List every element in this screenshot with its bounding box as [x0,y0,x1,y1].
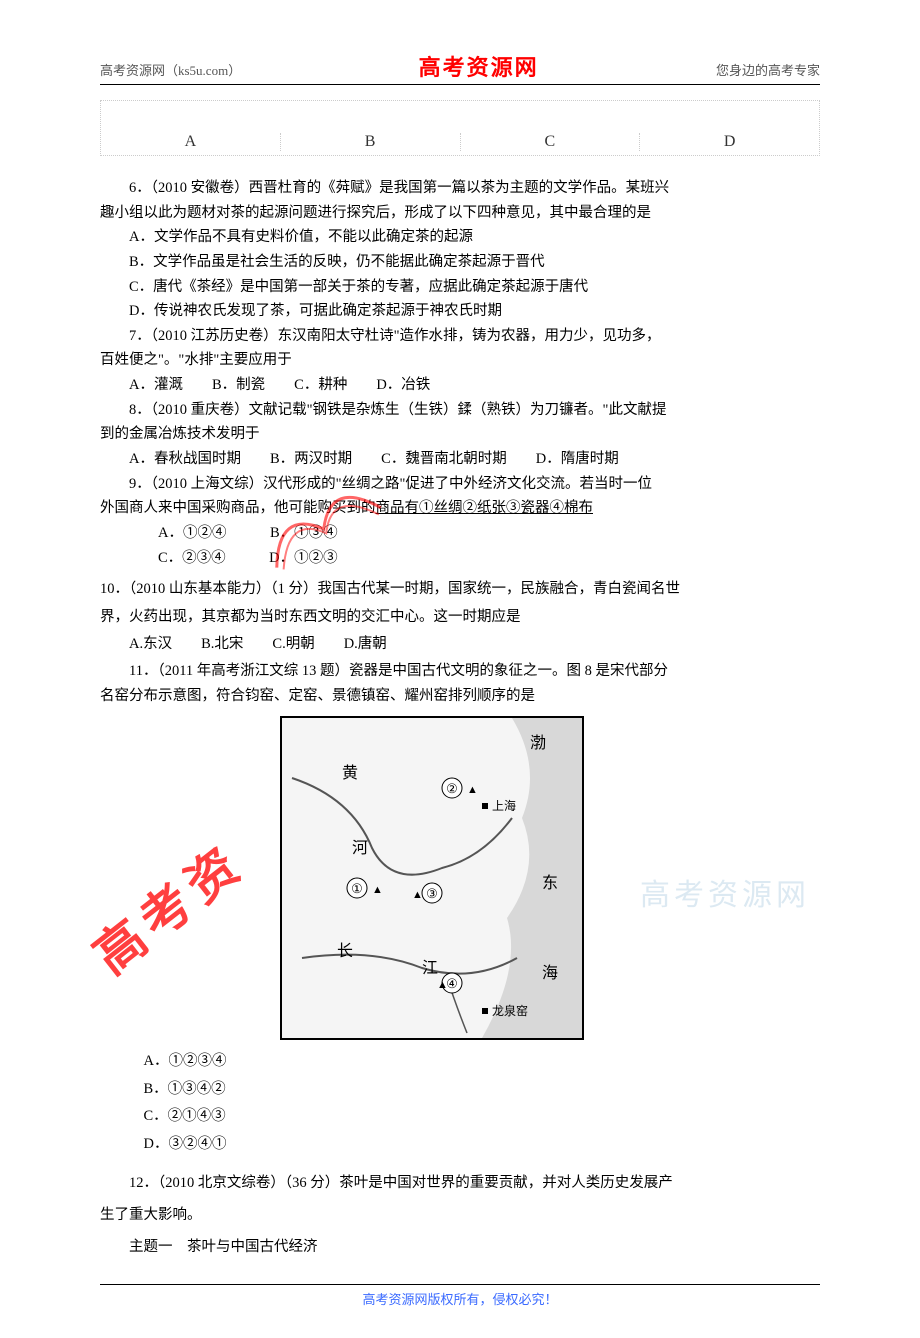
header-center-logo: 高考资源网 [419,50,539,82]
q10-opts: A.东汉 B.北宋 C.明朝 D.唐朝 [100,631,820,659]
opt-a-cell: A [101,133,281,151]
marker-2: ② [446,781,458,796]
kiln-icon-2: ▲ [467,784,478,796]
map-svg: 渤 黄 河 东 海 长 江 ② ① ③ ④ 上海 龙泉窑 ▲ ▲ ▲ ▲ [282,718,582,1038]
q9-opts-cd: C．②③④ D．①②③ [158,546,820,571]
body-text: 6．（2010 安徽卷）西晋杜育的《荈赋》是我国第一篇以茶为主题的文学作品。某班… [100,176,820,570]
label-dong: 东 [542,874,558,892]
q11-options: A．①②③④ B．①③④② C．②①④③ D．③②④① [144,1048,821,1158]
q9-stem-1: 9．（2010 上海文综）汉代形成的"丝绸之路"促进了中外经济文化交流。若当时一… [100,472,820,497]
label-jiang: 江 [422,959,438,977]
kiln-icon-4: ▲ [437,979,448,991]
q12-line1: 12．（2010 北京文综卷）（36 分）茶叶是中国对世界的重要贡献，并对人类历… [100,1168,820,1200]
q9-opts-ab: A．①②④ B．①③④ [158,521,820,546]
watermark-right: 高考资源网 [640,870,810,914]
city-longquan: 龙泉窑 [492,1003,528,1018]
marker-1: ① [351,881,363,896]
q6-opt-d: D．传说神农氏发现了茶，可据此确定茶起源于神农氏时期 [100,299,820,324]
q12-theme: 主题一 茶叶与中国古代经济 [100,1232,820,1264]
label-hai: 海 [542,964,558,982]
q11-line2: 名窑分布示意图，符合钧窑、定窑、景德镇窑、耀州窑排列顺序的是 [100,684,820,709]
city-longquan-icon [482,1008,488,1014]
q8-stem-1: 8．（2010 重庆卷）文献记载"钢铁是杂炼生（生铁）鍒（熟铁）为刀镰者。"此文… [100,398,820,423]
watermark-bottom-left: 高考资 [76,824,257,988]
q7-stem-1: 7．（2010 江苏历史卷）东汉南阳太守杜诗"造作水排，铸为农器，用力少，见功多… [100,324,820,349]
kiln-icon-3: ▲ [412,889,423,901]
opt-d-cell: D [640,133,819,151]
q7-stem-2: 百姓便之"。"水排"主要应用于 [100,348,820,373]
q11-opt-c: C．②①④③ [144,1103,821,1131]
q11-opt-b: B．①③④② [144,1076,821,1104]
label-bohai: 渤 [530,734,546,752]
marker-3: ③ [426,886,438,901]
q10-line1: 10．（2010 山东基本能力）（1 分）我国古代某一时期，国家统一，民族融合，… [100,576,820,604]
q6-opt-b: B．文学作品虽是社会生活的反映，仍不能据此确定茶起源于晋代 [100,250,820,275]
q9-underline: 商品有①丝绸②纸张③瓷器④棉布 [376,500,594,516]
q11-opt-a: A．①②③④ [144,1048,821,1076]
opt-c-cell: C [461,133,641,151]
q6-stem-1: 6．（2010 安徽卷）西晋杜育的《荈赋》是我国第一篇以茶为主题的文学作品。某班… [100,176,820,201]
q9-stem-2: 外国商人来中国采购商品，他可能购买到的商品有①丝绸②纸张③瓷器④棉布 [100,496,820,521]
q8-opts: A．春秋战国时期 B．两汉时期 C．魏晋南北朝时期 D．隋唐时期 [100,447,820,472]
q11-block: 11．（2011 年高考浙江文综 13 题）瓷器是中国古代文明的象征之一。图 8… [100,659,820,708]
q10-block: 10．（2010 山东基本能力）（1 分）我国古代某一时期，国家统一，民族融合，… [100,576,820,659]
label-huang: 黄 [342,764,358,782]
q8-stem-2: 到的金属冶炼技术发明于 [100,422,820,447]
q11-opt-d: D．③②④① [144,1131,821,1159]
page-footer: 高考资源网版权所有，侵权必究！ [100,1284,820,1308]
q6-opt-c: C．唐代《茶经》是中国第一部关于茶的专著，应据此确定茶起源于唐代 [100,275,820,300]
q7-opts: A．灌溉 B．制瓷 C．耕种 D．冶铁 [100,373,820,398]
city-shanghai-icon [482,803,488,809]
header-right: 您身边的高考专家 [716,60,820,79]
q6-opt-a: A．文学作品不具有史料价值，不能以此确定茶的起源 [100,225,820,250]
marker-4: ④ [446,976,458,991]
label-chang: 长 [337,942,353,960]
city-shanghai: 上海 [492,798,516,813]
kiln-icon-1: ▲ [372,884,383,896]
option-image-row: A B C D [100,100,820,156]
page-header: 高考资源网（ks5u.com） 高考资源网 您身边的高考专家 [100,50,820,85]
opt-b-cell: B [281,133,461,151]
page-container: 高考资源网（ks5u.com） 高考资源网 您身边的高考专家 A B C D 6… [0,0,920,1338]
q6-stem-2: 趣小组以此为题材对茶的起源问题进行探究后，形成了以下四种意见，其中最合理的是 [100,201,820,226]
q12-block: 12．（2010 北京文综卷）（36 分）茶叶是中国对世界的重要贡献，并对人类历… [100,1168,820,1264]
q10-line2: 界，火药出现，其京都为当时东西文明的交汇中心。这一时期应是 [100,604,820,632]
header-left: 高考资源网（ks5u.com） [100,60,241,79]
q12-line2: 生了重大影响。 [100,1200,820,1232]
q11-line1: 11．（2011 年高考浙江文综 13 题）瓷器是中国古代文明的象征之一。图 8… [100,659,820,684]
q9-stem-2-pre: 外国商人来中国采购商品，他可能购买到的 [100,500,376,516]
map-figure: 渤 黄 河 东 海 长 江 ② ① ③ ④ 上海 龙泉窑 ▲ ▲ ▲ ▲ [280,716,584,1040]
label-he: 河 [352,839,368,857]
